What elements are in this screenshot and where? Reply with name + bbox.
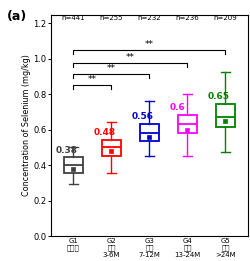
Text: n=441: n=441 [61, 15, 85, 21]
Y-axis label: Concentration of Selenium (mg/kg): Concentration of Selenium (mg/kg) [22, 55, 31, 196]
Text: 0.48: 0.48 [93, 128, 115, 137]
Text: n=232: n=232 [137, 15, 160, 21]
Text: n=209: n=209 [213, 15, 236, 21]
Text: 0.6: 0.6 [169, 103, 184, 112]
Text: 0.38: 0.38 [55, 146, 77, 155]
Text: **: ** [126, 54, 134, 62]
Text: n=255: n=255 [99, 15, 123, 21]
Text: (a): (a) [7, 10, 27, 23]
Text: **: ** [144, 40, 153, 49]
Text: 0.65: 0.65 [207, 92, 229, 102]
Text: 0.56: 0.56 [131, 112, 153, 121]
Text: **: ** [106, 64, 116, 73]
Text: **: ** [88, 75, 96, 84]
Text: n=236: n=236 [175, 15, 199, 21]
